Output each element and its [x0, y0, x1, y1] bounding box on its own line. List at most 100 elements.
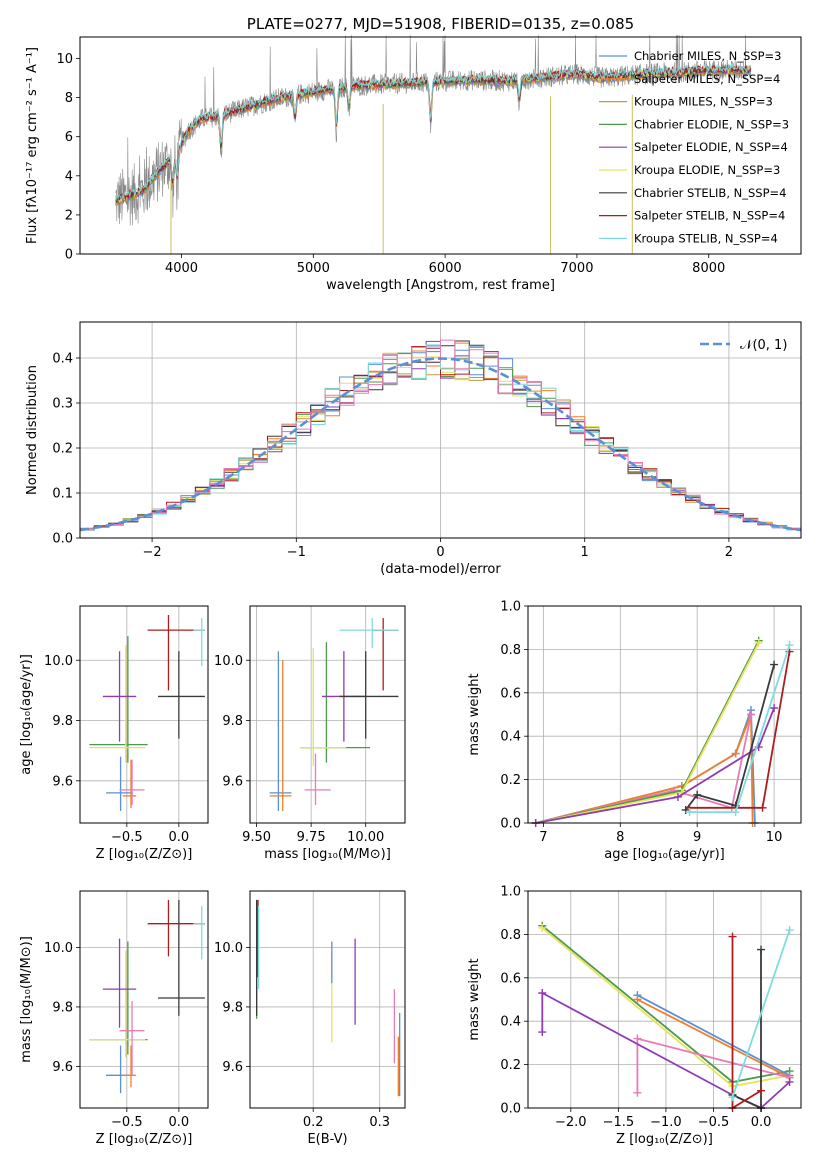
y-tick-label: 0.4 [52, 352, 73, 367]
y-axis-label: Flux [fλ10⁻¹⁷ erg cm⁻² s⁻¹ A⁻¹] [25, 47, 40, 244]
x-tick-label: −2 [143, 545, 162, 560]
weight-marker [785, 641, 794, 650]
legend-label: 𝒩(0, 1) [740, 338, 787, 353]
weight-marker [731, 749, 740, 758]
x-tick-label: 9.75 [297, 830, 326, 845]
x-tick-label: 9.50 [242, 830, 271, 845]
weight-marker [673, 792, 682, 801]
y-tick-label: 9.6 [52, 1060, 73, 1075]
y-tick-label: 0.0 [500, 817, 521, 832]
y-axis-label: mass weight [467, 958, 482, 1040]
x-tick-label: 8000 [692, 261, 725, 276]
x-axis-label: wavelength [Angstrom, rest frame] [326, 278, 555, 293]
y-tick-label: 9.6 [52, 774, 73, 789]
y-tick-label: 0.3 [52, 397, 73, 412]
panel-4: 9.50 9.75 10.00 9.6 9.8 10.0 mass [log₁₀(M/M⊙)… [214, 605, 406, 862]
weight-line [689, 651, 791, 809]
chart-title: PLATE=0277, MJD=51908, FIBERID=0135, z=0… [247, 15, 634, 33]
y-axis-label: mass [log₁₀(M/M⊙)] [19, 936, 34, 1063]
legend-label: Salpeter ELODIE, N_SSP=4 [634, 140, 788, 154]
axes-frame [79, 890, 209, 1109]
legend-label: Kroupa ELODIE, N_SSP=3 [634, 163, 780, 177]
x-axis-label: age [log₁₀(age/yr)] [604, 847, 725, 862]
panel-5: 7 8 9 10 0.0 0.2 0.4 0.6 0.8 1.0 age [log₁₀(age/yr… [467, 600, 802, 862]
x-axis-label: Z [log₁₀(Z/Z⊙)] [616, 1132, 713, 1147]
y-tick-label: 0.6 [500, 686, 521, 701]
y-tick-label: 9.8 [52, 1000, 73, 1015]
panel-6: −0.5 0.0 9.6 9.8 10.0 Z [log₁₀(Z/Z⊙)] mass [lo… [19, 890, 209, 1147]
x-tick-label: 2 [725, 545, 733, 560]
weight-marker [785, 926, 794, 935]
weight-line [689, 644, 791, 813]
y-tick-label: 4 [65, 169, 73, 184]
y-axis-label: age [log₁₀(age/yr)] [19, 654, 34, 775]
x-tick-label: −2.0 [555, 1115, 587, 1130]
x-tick-label: −1 [287, 545, 306, 560]
x-tick-label: −1.5 [603, 1115, 635, 1130]
residual-histogram [80, 339, 801, 530]
x-tick-label: 0.0 [169, 830, 190, 845]
x-axis-label: Z [log₁₀(Z/Z⊙)] [96, 847, 193, 862]
y-tick-label: 0.8 [500, 928, 521, 943]
axes-frame [79, 605, 209, 824]
weight-line [684, 664, 775, 811]
x-axis-label: Z [log₁₀(Z/Z⊙)] [96, 1132, 193, 1147]
x-tick-label: 8 [616, 830, 624, 845]
y-tick-label: 10.0 [214, 654, 243, 669]
x-tick-label: 9 [693, 830, 701, 845]
weight-line [636, 998, 791, 1079]
y-axis-label: Normed distribution [25, 365, 40, 495]
axes-frame [249, 890, 406, 1109]
axes-frame [249, 605, 406, 824]
legend-label: Salpeter STELIB, N_SSP=4 [634, 209, 785, 223]
x-axis-label: E(B-V) [307, 1132, 347, 1147]
y-tick-label: 0.4 [500, 1015, 521, 1030]
weight-line [535, 714, 752, 824]
panel-7: 0.2 0.3 9.6 9.8 10.0 E(B-V) [214, 890, 406, 1147]
y-tick-label: 1.0 [500, 600, 521, 615]
weight-marker [538, 988, 547, 997]
normal-curve [79, 357, 802, 532]
weight-line [535, 707, 775, 824]
x-tick-label: 0.0 [169, 1115, 190, 1130]
axes-frame [527, 605, 802, 824]
weight-marker [538, 1028, 547, 1037]
y-tick-label: 0.1 [52, 487, 73, 502]
x-tick-label: 0.3 [369, 1115, 390, 1130]
x-tick-label: 4000 [165, 261, 198, 276]
weight-marker [770, 660, 779, 669]
x-tick-label: 7000 [560, 261, 593, 276]
weight-marker [633, 995, 642, 1004]
weight-marker [685, 808, 694, 817]
x-tick-label: 0 [436, 545, 444, 560]
weight-marker [758, 803, 767, 812]
legend-label: Kroupa STELIB, N_SSP=4 [634, 231, 778, 245]
x-tick-label: −0.5 [111, 1115, 143, 1130]
weight-marker [757, 945, 766, 954]
axes-frame [79, 36, 802, 255]
y-tick-label: 6 [65, 130, 73, 145]
weight-marker [728, 932, 737, 941]
y-tick-label: 1.0 [500, 885, 521, 900]
weight-line [731, 929, 791, 1098]
y-tick-label: 0.2 [500, 773, 521, 788]
weight-marker [693, 790, 702, 799]
x-tick-label: −0.5 [698, 1115, 730, 1130]
weight-line [535, 714, 754, 824]
weight-marker [754, 638, 763, 647]
weight-line [535, 709, 756, 824]
y-tick-label: 8 [65, 91, 73, 106]
axes-frame [527, 890, 802, 1109]
x-tick-label: 0.0 [751, 1115, 772, 1130]
x-tick-label: 0.2 [303, 1115, 324, 1130]
y-tick-label: 9.6 [222, 1060, 243, 1075]
x-tick-label: −0.5 [111, 830, 143, 845]
panel-8: −2.0 −1.5 −1.0 −0.5 0.0 0.0 0.2 0.4 0.6 0.8 1.0 Z [… [467, 885, 802, 1147]
panel-2: −2 −1 0 1 2 0.0 0.1 0.2 0.3 0.4 (data-model)/error… [25, 321, 802, 577]
weight-marker [785, 1077, 794, 1086]
panel-1: 4000 5000 6000 7000 8000 0 2 4 6 8 10 wavelength [A… [25, 15, 802, 293]
y-tick-label: 0.2 [52, 442, 73, 457]
y-tick-label: 10.0 [214, 941, 243, 956]
y-axis-label: mass weight [467, 673, 482, 755]
weight-marker [633, 1034, 642, 1043]
